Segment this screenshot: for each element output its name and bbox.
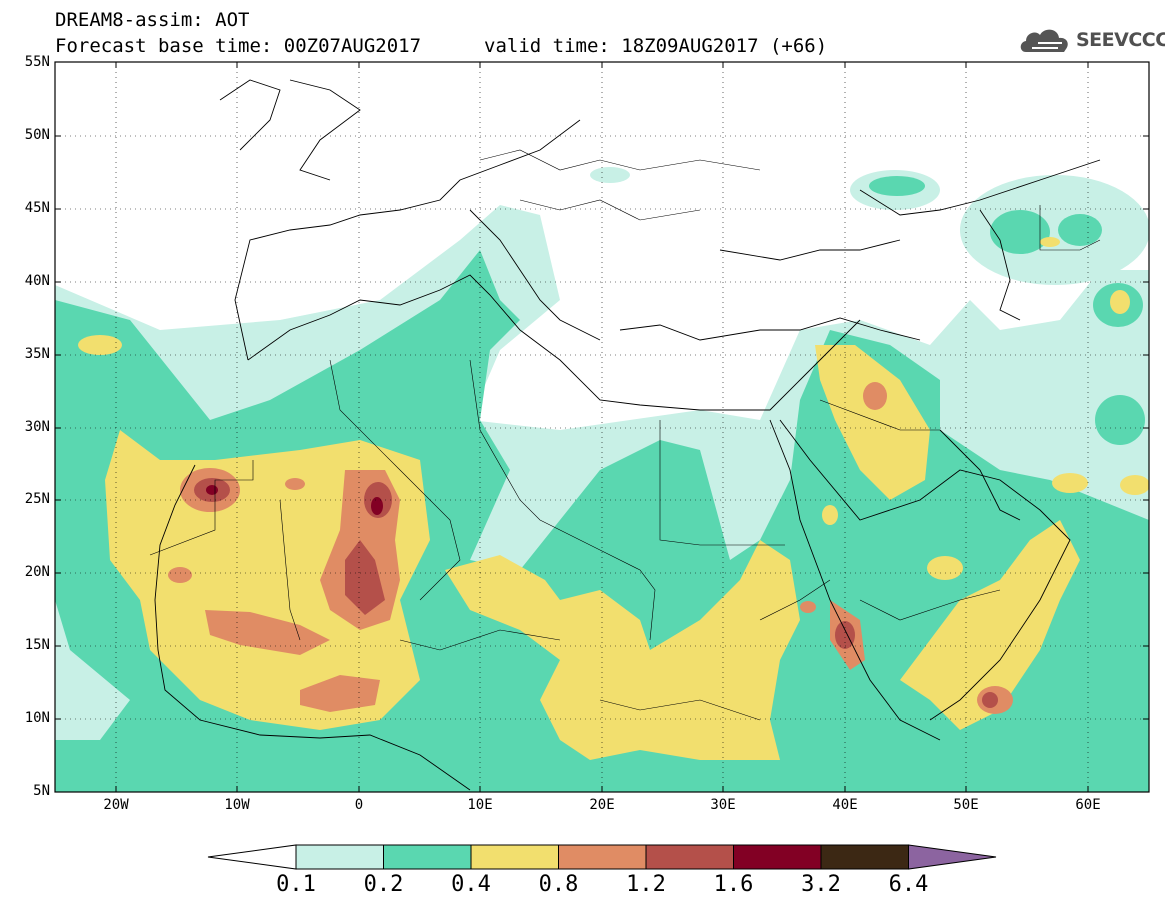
- tick-marks: [55, 61, 1149, 793]
- lon-label-20e: 20E: [589, 797, 615, 813]
- lat-label-45n: 45N: [24, 200, 50, 216]
- forecast-base-time: Forecast base time: 00Z07AUG2017: [55, 35, 422, 57]
- lat-label-50n: 50N: [24, 127, 50, 143]
- colorbar-label-1_2: 1.2: [626, 872, 666, 897]
- valid-time: valid time: 18Z09AUG2017 (+66): [484, 35, 828, 57]
- lon-label-50e: 50E: [953, 797, 979, 813]
- colorbar-label-6_4: 6.4: [888, 872, 929, 897]
- aot-field: [55, 62, 1149, 792]
- map-title: DREAM8-assim: AOT: [55, 9, 250, 31]
- colorbar-under-triangle: [207, 844, 297, 870]
- colorbar-label-0_2: 0.2: [363, 872, 404, 897]
- colorbar-swatch-7: [820, 844, 909, 870]
- lat-label-40n: 40N: [24, 273, 50, 289]
- lon-label-20w: 20W: [103, 797, 129, 813]
- colorbar-swatch-4: [558, 844, 647, 870]
- colorbar: [207, 844, 997, 870]
- lon-label-10w: 10W: [224, 797, 250, 813]
- lon-label-10e: 10E: [467, 797, 493, 813]
- coastlines: [154, 79, 1101, 791]
- colorbar-label-0_4: 0.4: [451, 872, 491, 897]
- colorbar-swatch-2: [383, 844, 472, 870]
- colorbar-swatch-6: [733, 844, 822, 870]
- lon-label-30e: 30E: [710, 797, 736, 813]
- country-borders: [149, 149, 1101, 721]
- lat-label-15n: 15N: [24, 637, 50, 653]
- colorbar-label-3_2: 3.2: [801, 872, 841, 897]
- cloud-icon: [1020, 29, 1068, 52]
- lat-label-25n: 25N: [24, 491, 50, 507]
- lat-label-35n: 35N: [24, 346, 50, 362]
- colorbar-label-1_6: 1.6: [713, 872, 754, 897]
- lon-label-60e: 60E: [1075, 797, 1101, 813]
- lat-label-5n: 5N: [33, 783, 50, 799]
- lat-label-55n: 55N: [24, 54, 50, 70]
- lat-label-10n: 10N: [24, 710, 50, 726]
- lon-label-40e: 40E: [832, 797, 858, 813]
- colorbar-label-0_8: 0.8: [538, 872, 579, 897]
- gridlines: [55, 62, 1149, 792]
- logo-text: SEEVCCC: [1076, 29, 1165, 51]
- seevccc-logo: SEEVCCC: [1018, 24, 1165, 58]
- lat-label-20n: 20N: [24, 564, 50, 580]
- aot-level-0_4: [78, 237, 1149, 760]
- colorbar-over-triangle: [908, 844, 997, 870]
- lat-label-30n: 30N: [24, 419, 50, 435]
- colorbar-swatch-1: [295, 844, 384, 870]
- lon-label-0: 0: [354, 797, 364, 813]
- colorbar-swatch-3: [470, 844, 559, 870]
- colorbar-label-0_1: 0.1: [276, 872, 316, 897]
- colorbar-swatch-5: [645, 844, 734, 870]
